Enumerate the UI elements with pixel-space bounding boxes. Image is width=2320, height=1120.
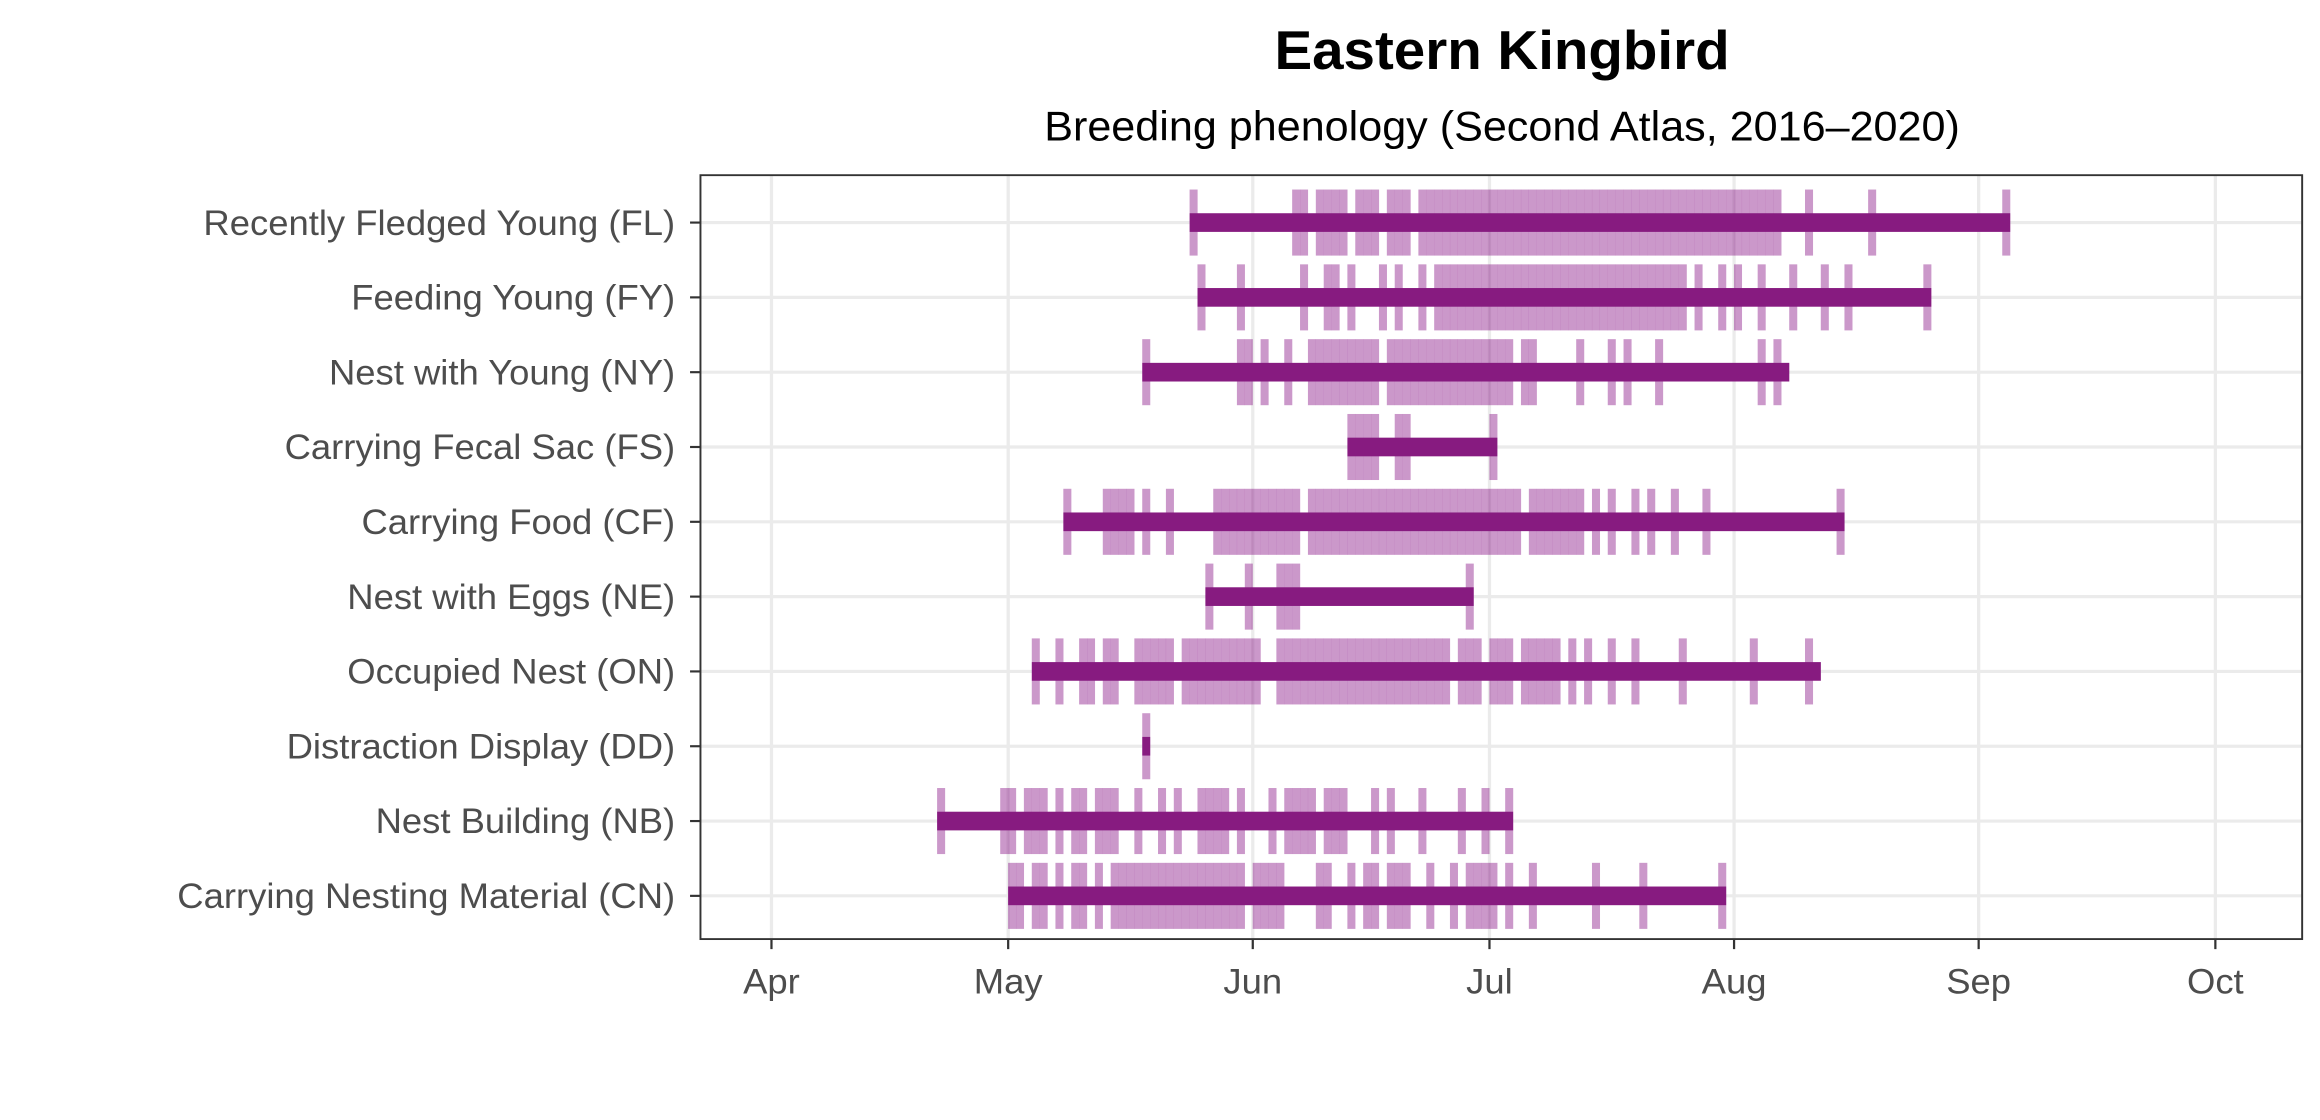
x-tick-label: Jun — [1223, 962, 1282, 1001]
range-bar — [1205, 587, 1474, 606]
y-tick-label: Recently Fledged Young (FL) — [203, 203, 675, 242]
y-tick-label: Carrying Fecal Sac (FS) — [285, 428, 676, 467]
range-bar — [1008, 886, 1727, 906]
series-row — [1197, 264, 1932, 331]
data-marks — [937, 189, 2011, 929]
plot-panel-border — [699, 174, 2304, 941]
chart-subtitle: Breeding phenology (Second Atlas, 2016–2… — [1044, 103, 1960, 149]
range-bar — [1063, 512, 1845, 532]
series-row — [1031, 638, 1821, 705]
y-tick-label: Feeding Young (FY) — [351, 278, 675, 317]
y-axis: Recently Fledged Young (FL) Feeding Young… — [177, 203, 701, 916]
y-tick-label: Carrying Nesting Material (CN) — [177, 877, 675, 916]
series-row — [1008, 862, 1727, 929]
x-tick-label: Sep — [1946, 962, 2011, 1001]
x-tick-label: Aug — [1702, 962, 1767, 1001]
y-tick-label: Nest Building (NB) — [376, 802, 676, 841]
x-axis: Apr May Jun Jul Aug Sep Oct — [743, 939, 2244, 1001]
x-tick-label: May — [974, 962, 1043, 1001]
series-row — [937, 788, 1514, 855]
range-bar — [1197, 288, 1932, 307]
y-tick-label: Nest with Eggs (NE) — [347, 577, 675, 616]
y-tick-label: Carrying Food (CF) — [362, 503, 676, 542]
series-row — [1205, 563, 1474, 630]
x-tick-label: Jul — [1466, 962, 1513, 1001]
y-tick-label: Occupied Nest (ON) — [347, 652, 675, 691]
range-bar — [1031, 662, 1821, 681]
x-tick-label: Oct — [2187, 962, 2244, 1001]
range-bar — [1189, 213, 2011, 232]
series-row — [1063, 488, 1845, 555]
range-bar — [1142, 362, 1790, 382]
y-tick-label: Nest with Young (NY) — [329, 353, 675, 392]
x-tick-label: Apr — [743, 962, 800, 1001]
range-bar — [1142, 736, 1151, 756]
chart-title: Eastern Kingbird — [1274, 20, 1729, 81]
series-row — [1142, 339, 1790, 406]
y-tick-label: Distraction Display (DD) — [287, 727, 676, 766]
range-bar — [937, 811, 1514, 831]
series-row — [1347, 413, 1498, 481]
series-row — [1189, 189, 2011, 256]
range-bar — [1347, 437, 1498, 457]
series-row — [1142, 713, 1151, 780]
